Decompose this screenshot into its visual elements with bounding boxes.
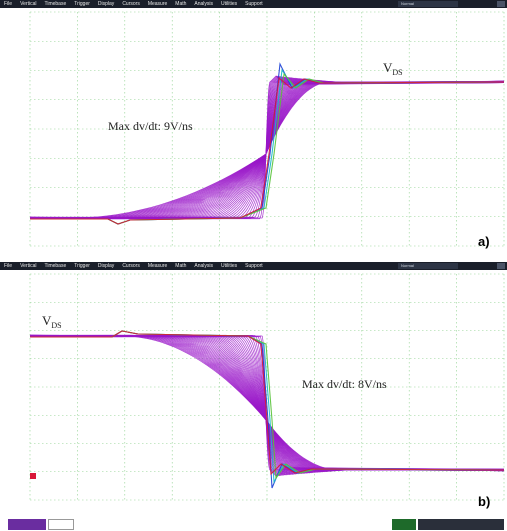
menu-item-math[interactable]: Math (175, 1, 187, 7)
trigger-chip[interactable] (418, 519, 504, 530)
signal-label-vds-a: VDS (383, 60, 403, 77)
menu-item-display[interactable]: Display (97, 1, 115, 7)
panel-label-b: b) (478, 494, 490, 509)
acquisition-status: Normal (398, 263, 458, 269)
close-icon[interactable] (497, 263, 505, 269)
menu-item-analysis[interactable]: Analysis (194, 1, 214, 7)
menu-item-vertical[interactable]: Vertical (20, 1, 37, 7)
scope-panel-b: File Vertical Timebase Trigger Display C… (0, 262, 507, 531)
signal-label-vds-b: VDS (42, 313, 62, 330)
scope-status-strip (0, 518, 507, 531)
menu-item-file[interactable]: File (4, 263, 13, 269)
waveform-traces-a (29, 62, 505, 225)
menu-item-analysis[interactable]: Analysis (194, 263, 214, 269)
waveform-envelope (30, 330, 505, 476)
menu-item-utilities[interactable]: Utilities (221, 1, 238, 7)
menu-item-support[interactable]: Support (245, 263, 263, 269)
waveform-display-b: VDS Max dv/dt: 8V/ns b) (29, 273, 505, 509)
menu-item-file[interactable]: File (4, 1, 13, 7)
waveform-traces-b (29, 330, 505, 489)
channel-info-chip-2[interactable] (48, 519, 74, 530)
annotation-dvdt-a: Max dv/dt: 9V/ns (108, 119, 193, 133)
menu-item-vertical[interactable]: Vertical (20, 263, 37, 269)
waveform-envelope (30, 76, 505, 225)
scope-panel-a: File Vertical Timebase Trigger Display C… (0, 0, 507, 262)
menu-item-cursors[interactable]: Cursors (122, 1, 140, 7)
menu-item-timebase[interactable]: Timebase (44, 1, 67, 7)
menu-item-support[interactable]: Support (245, 1, 263, 7)
menu-item-measure[interactable]: Measure (147, 263, 168, 269)
waveform-trace (29, 81, 505, 220)
menu-item-utilities[interactable]: Utilities (221, 263, 238, 269)
menu-item-cursors[interactable]: Cursors (122, 263, 140, 269)
waveform-display-a: Max dv/dt: 9V/ns VDS a) (29, 11, 505, 249)
menu-item-display[interactable]: Display (97, 263, 115, 269)
acquisition-status: Normal (398, 1, 458, 7)
menu-item-trigger[interactable]: Trigger (74, 1, 90, 7)
timebase-chip[interactable] (392, 519, 416, 530)
menu-item-measure[interactable]: Measure (147, 1, 168, 7)
channel-marker (30, 473, 36, 479)
waveform-trace (29, 335, 505, 471)
channel-info-chip[interactable] (8, 519, 46, 530)
panel-label-a: a) (478, 234, 490, 249)
scope-menubar: File Vertical Timebase Trigger Display C… (0, 0, 507, 8)
scope-menubar-b: File Vertical Timebase Trigger Display C… (0, 262, 507, 270)
menu-item-math[interactable]: Math (175, 263, 187, 269)
close-icon[interactable] (497, 1, 505, 7)
menu-item-trigger[interactable]: Trigger (74, 263, 90, 269)
annotation-dvdt-b: Max dv/dt: 8V/ns (302, 377, 387, 391)
menu-item-timebase[interactable]: Timebase (44, 263, 67, 269)
